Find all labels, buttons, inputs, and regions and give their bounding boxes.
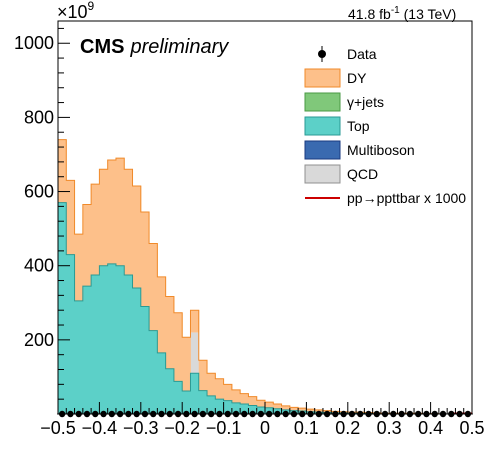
legend-label: Top	[347, 118, 370, 134]
bar-top-22	[240, 403, 249, 414]
legend-entry-dy: DY	[304, 68, 367, 88]
bar-dy-29	[298, 408, 307, 412]
legend-entry--jets: γ+jets	[304, 92, 384, 112]
x-tick-label: 0	[260, 418, 270, 438]
bar-dy-26	[273, 403, 282, 409]
legend-entry-top: Top	[304, 116, 370, 136]
bar-dy-23	[248, 396, 258, 406]
bar-dy-11	[149, 243, 158, 331]
legend-label: Multiboson	[347, 142, 415, 158]
bar-dy-17	[198, 360, 208, 391]
x-axis-ticks: −0.5 −0.4 −0.3 −0.2 −0.1 0 0.1 0.2 0.3 0.4 0.5	[40, 402, 485, 438]
bar-dy-6	[107, 160, 117, 264]
cms-label: CMS preliminary	[80, 36, 229, 58]
bar-top-15	[182, 391, 191, 414]
bar-top-4	[91, 274, 100, 414]
bar-dy-10	[140, 211, 150, 307]
bar-dy-24	[256, 400, 266, 407]
y-tick-label: 600	[24, 182, 54, 202]
bar-dy-5	[99, 169, 109, 266]
bar-top-14	[173, 381, 183, 414]
bar-dy-21	[231, 389, 241, 403]
y-tick-label: 200	[24, 330, 54, 350]
y-axis-ticks: 200 400 600 800 1000	[14, 27, 70, 400]
bar-top-10	[140, 306, 150, 414]
legend-label: QCD	[347, 166, 378, 182]
x-tick-label: −0.2	[164, 418, 200, 438]
bar-top-0	[58, 202, 67, 414]
bar-dy-8	[124, 169, 133, 275]
legend-label: Data	[347, 46, 377, 62]
bar-dy-27	[281, 405, 291, 410]
x-tick-label: −0.4	[82, 418, 118, 438]
y-tick-label: 800	[24, 107, 54, 127]
bar-dy-14	[173, 312, 183, 382]
bar-top-7	[115, 265, 125, 414]
bar-top-8	[124, 274, 133, 414]
y-tick-label: 1000	[14, 33, 54, 53]
bar-dy-4	[91, 184, 100, 275]
x-tick-label: 0.1	[294, 418, 319, 438]
bar-dy-1	[66, 180, 75, 255]
legend-entry-qcd: QCD	[304, 164, 378, 184]
bar-top-13	[165, 368, 175, 414]
legend-label: DY	[347, 70, 367, 86]
bar-top-9	[132, 287, 142, 414]
legend-label: γ+jets	[347, 94, 384, 110]
bar-top-17	[198, 390, 208, 414]
bar-dy-25	[265, 402, 274, 408]
x-tick-label: −0.3	[123, 418, 159, 438]
bar-dy-18	[207, 373, 216, 396]
legend: Data DY γ+jets Top Multiboson QCD pp→ppttbar x…	[304, 46, 466, 206]
bar-dy-28	[289, 407, 299, 411]
bar-top-1	[66, 254, 75, 414]
bar-top-11	[149, 330, 158, 414]
bar-top-20	[223, 400, 233, 414]
bar-dy-12	[157, 276, 167, 353]
x-tick-label: −0.1	[206, 418, 242, 438]
bar-top-21	[231, 402, 241, 414]
bar-dy-3	[82, 204, 92, 287]
y-multiplier: ×109	[57, 0, 95, 22]
legend-label: pp→ppttbar x 1000	[347, 190, 466, 206]
bar-top-19	[215, 399, 224, 414]
bar-dy-15	[182, 337, 191, 392]
bar-top-23	[248, 405, 258, 414]
x-tick-label: 0.2	[335, 418, 360, 438]
bar-qcd-16	[190, 332, 200, 374]
bar-dy-19	[215, 378, 224, 400]
bar-top-18	[207, 395, 216, 414]
x-tick-label: 0.3	[377, 418, 402, 438]
bar-top-12	[157, 352, 167, 414]
bar-top-2	[74, 300, 84, 414]
bar-dy-7	[115, 158, 125, 266]
bar-dy-22	[240, 393, 249, 404]
lumi-label: 41.8 fb-1 (13 TeV)	[348, 5, 456, 22]
legend-entry-multiboson: Multiboson	[304, 140, 415, 160]
bar-dy-13	[165, 296, 175, 369]
bar-top-6	[107, 263, 117, 414]
x-tick-label: 0.4	[418, 418, 443, 438]
legend-entry-data: Data	[318, 46, 377, 62]
bar-top-3	[82, 286, 92, 414]
x-tick-label: 0.5	[459, 418, 484, 438]
bar-dy-30	[306, 409, 316, 412]
bar-dy-9	[132, 185, 142, 288]
bar-dy-20	[223, 384, 233, 401]
legend-entry-pp-ppttbar-x-1000: pp→ppttbar x 1000	[305, 190, 466, 206]
bar-dy-2	[74, 234, 84, 301]
bar-top-16	[190, 373, 200, 414]
bar-dy-16	[190, 310, 200, 333]
bar-top-24	[256, 406, 266, 414]
y-tick-label: 400	[24, 256, 54, 276]
bar-dy-0	[58, 139, 67, 203]
x-tick-label: −0.5	[40, 418, 76, 438]
bar-top-5	[99, 265, 109, 414]
